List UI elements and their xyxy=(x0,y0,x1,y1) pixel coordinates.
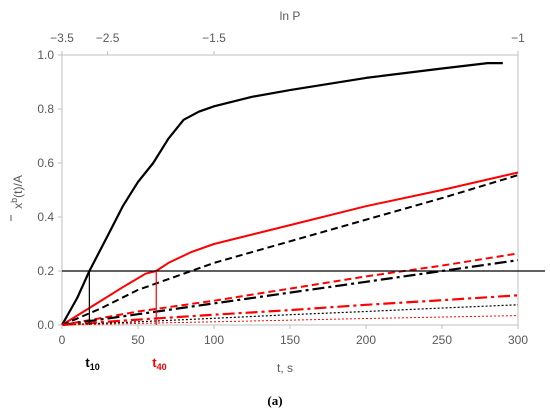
marker-label-t40: t40 xyxy=(152,355,166,372)
marker-label-sub: 10 xyxy=(90,362,100,372)
y-tick-label: 0.0 xyxy=(37,318,54,332)
y-tick-label: 0.6 xyxy=(37,156,54,170)
series-line-1 xyxy=(61,62,503,326)
series-line-5 xyxy=(61,259,519,327)
x-tick-label: 100 xyxy=(204,333,224,347)
marker-label-main: t xyxy=(152,355,157,370)
y-axis-title-main: x xyxy=(11,203,25,209)
series-line-8 xyxy=(61,315,519,326)
top-axis-title: ln P xyxy=(280,9,301,23)
y-tick-labels: 0.0 0.2 0.4 0.6 0.8 1.0 xyxy=(37,48,62,332)
plot-area-border xyxy=(61,54,519,326)
y-tick-label: 0.4 xyxy=(37,210,54,224)
x-tick-label: 150 xyxy=(280,333,300,347)
series-line-3 xyxy=(61,174,519,326)
top-tick-label: −1.5 xyxy=(202,31,226,45)
x-tick-label: 0 xyxy=(59,333,66,347)
x-tick-label: 300 xyxy=(508,333,528,347)
series-line-6 xyxy=(61,294,519,327)
y-tick-label: 1.0 xyxy=(37,48,54,62)
marker-label-t10: t10 xyxy=(85,355,99,372)
marker-layer: t10 t40 xyxy=(85,271,167,372)
series-line-2 xyxy=(61,171,519,326)
figure-caption: (a) xyxy=(267,393,282,408)
marker-label-main: t xyxy=(85,355,90,370)
series-layer xyxy=(61,62,519,327)
y-tick-label: 0.8 xyxy=(37,102,54,116)
series-line-4 xyxy=(61,252,519,326)
x-tick-label: 200 xyxy=(356,333,376,347)
x-tick-label: 250 xyxy=(432,333,452,347)
x-axis-title: t, s xyxy=(277,361,293,375)
y-axis-title: xb(t)/A xyxy=(9,175,25,221)
series-line-7 xyxy=(61,304,519,326)
x-tick-label: 50 xyxy=(131,333,145,347)
marker-label-sub: 40 xyxy=(157,362,167,372)
top-tick-label: −1 xyxy=(511,31,525,45)
y-axis-title-rest: (t)/A xyxy=(11,175,25,198)
y-tick-label: 0.2 xyxy=(37,264,54,278)
x-tick-labels: 0 50 100 150 200 250 300 xyxy=(59,325,528,347)
top-tick-label: −2.5 xyxy=(96,31,120,45)
top-tick-label: −3.5 xyxy=(50,31,74,45)
plot-frame xyxy=(61,54,519,326)
top-tick-labels: −3.5 −2.5 −1.5 −1 xyxy=(50,31,525,55)
y-axis-title-sup: b xyxy=(9,198,19,203)
svg-text:xb(t)/A: xb(t)/A xyxy=(9,175,25,209)
